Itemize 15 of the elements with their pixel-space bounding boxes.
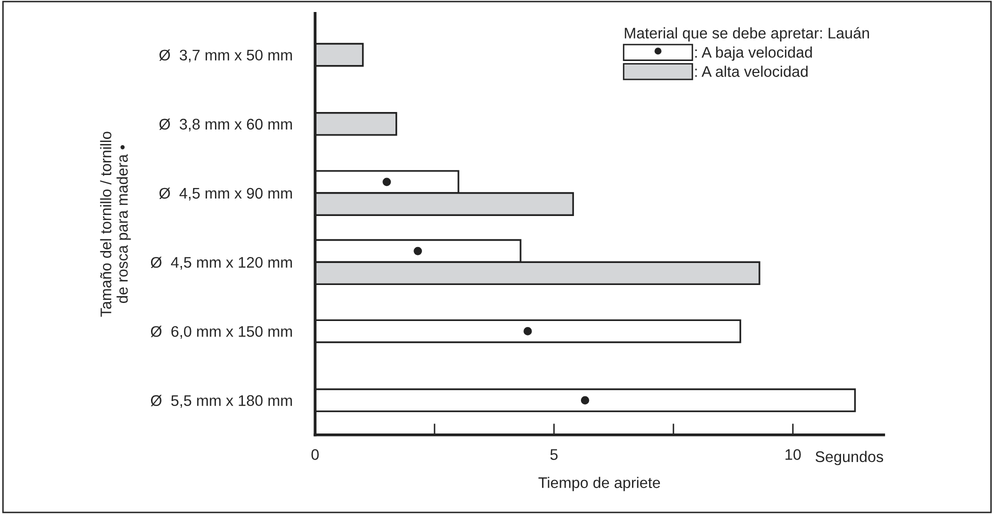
y-tick-label: Ø 6,0 mm x 150 mm [150, 326, 292, 339]
x-tick-label: 10 [786, 449, 801, 460]
x-tick-label: 0 [311, 449, 319, 460]
y-tick-label: Ø 3,7 mm x 50 mm [159, 49, 292, 62]
legend-label: : A baja velocidad [695, 46, 812, 61]
legend-title: Material que se debe apretar: Lauán [624, 27, 869, 42]
x-tick-label: 5 [550, 449, 558, 460]
y-tick-label: Ø 4,5 mm x 120 mm [150, 256, 292, 270]
y-tick-label: Ø 5,5 mm x 180 mm [150, 394, 292, 408]
text: Segundos [816, 450, 884, 466]
legend-label: : A alta velocidad [695, 66, 808, 77]
y-tick-label: Ø 4,5 mm x 90 mm [159, 188, 292, 200]
x-axis-title: Tiempo de apriete [538, 476, 660, 492]
y-tick-label: Ø 3,8 mm x 60 mm [159, 118, 292, 132]
y-axis-title: Tamaño del tornillo / tornillo de rosca para madera • [100, 132, 131, 317]
